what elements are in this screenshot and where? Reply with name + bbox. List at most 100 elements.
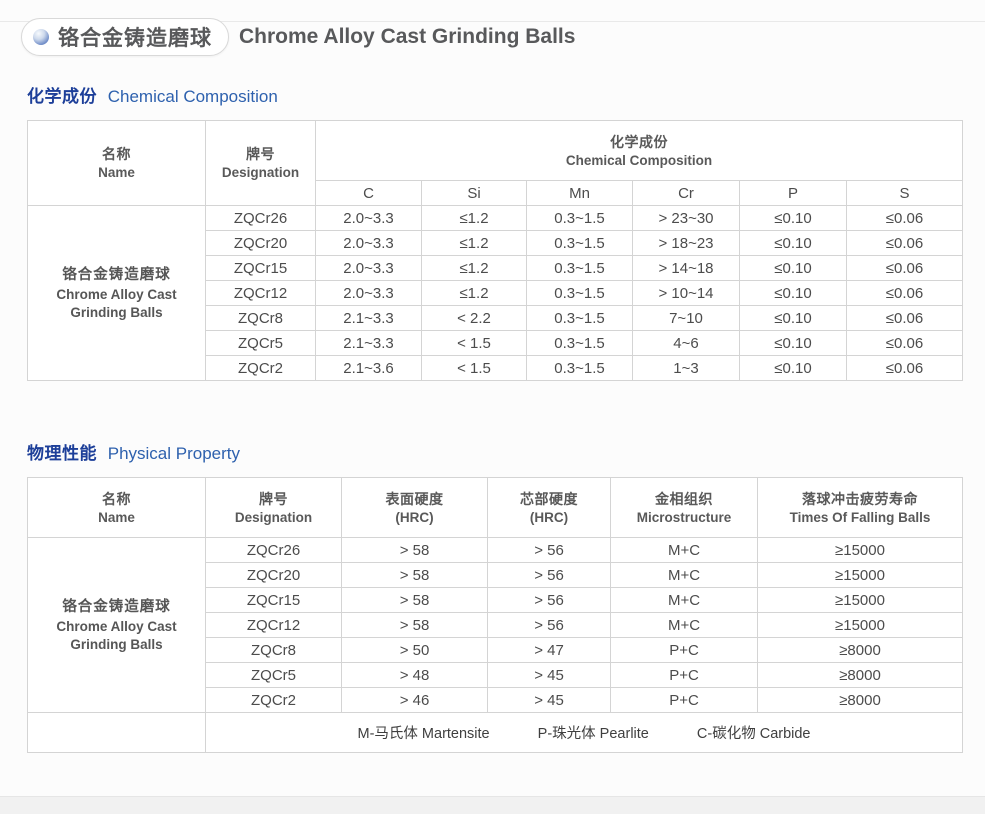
falling-balls-header: 落球冲击疲劳寿命 Times Of Falling Balls <box>757 477 963 538</box>
phys-designation-header-zh: 牌号 <box>259 490 288 507</box>
cell-s: ≤0.06 <box>845 355 964 381</box>
cell-mn: 0.3~1.5 <box>526 305 633 331</box>
cell-s: ≤0.06 <box>845 305 964 331</box>
cell-surface: > 46 <box>341 687 488 713</box>
cell-falling: ≥15000 <box>757 587 963 613</box>
cell-micro: P+C <box>610 662 758 688</box>
chem-designation-header: 牌号 Designation <box>205 120 316 206</box>
product-name-en1: Chrome Alloy Cast <box>56 286 177 302</box>
microstructure-header: 金相组织 Microstructure <box>610 477 758 538</box>
cell-mn: 0.3~1.5 <box>526 355 633 381</box>
cell-falling: ≥8000 <box>757 687 963 713</box>
table-row: ZQCr12 > 58 > 56 M+C ≥15000 <box>28 612 963 638</box>
legend-martensite: M-马氏体 Martensite <box>357 726 490 742</box>
phys-name-header: 名称 Name <box>27 477 206 538</box>
cell-designation: ZQCr15 <box>205 255 316 281</box>
page-content: 铬合金铸造磨球 Chrome Alloy Cast Grinding Balls… <box>0 17 985 753</box>
title-pill: 铬合金铸造磨球 <box>21 18 229 56</box>
surface-hardness-header: 表面硬度 (HRC) <box>341 477 488 538</box>
table-row: ZQCr2 2.1~3.6 < 1.5 0.3~1.5 1~3 ≤0.10 ≤0… <box>28 355 964 381</box>
cell-cr: 4~6 <box>632 330 740 356</box>
cell-core: > 47 <box>487 637 611 663</box>
cell-p: ≤0.10 <box>739 205 847 231</box>
cell-core: > 56 <box>487 562 611 588</box>
chemical-heading-english: Chemical Composition <box>107 87 278 106</box>
cell-falling: ≥15000 <box>757 537 963 563</box>
cell-mn: 0.3~1.5 <box>526 330 633 356</box>
core-hardness-header: 芯部硬度 (HRC) <box>487 477 611 538</box>
legend-pearlite: P-珠光体 Pearlite <box>537 726 649 742</box>
microstructure-header-zh: 金相组织 <box>655 490 713 507</box>
physical-property-table: 名称 Name 牌号 Designation 表面硬度 (HRC) 芯部硬度 (… <box>27 477 963 753</box>
chem-product-name-cell: 铬合金铸造磨球 Chrome Alloy Cast Grinding Balls <box>27 205 206 381</box>
product-name-en1: Chrome Alloy Cast <box>56 618 177 634</box>
table-row: ZQCr15 > 58 > 56 M+C ≥15000 <box>28 587 963 613</box>
chem-designation-header-en: Designation <box>221 165 300 180</box>
product-name-en2: Grinding Balls <box>70 304 163 320</box>
legend-empty-cell <box>27 712 206 753</box>
cell-si: ≤1.2 <box>421 205 527 231</box>
phys-header-row: 名称 Name 牌号 Designation 表面硬度 (HRC) 芯部硬度 (… <box>27 477 963 538</box>
column-header-c: C <box>315 180 422 206</box>
physical-heading-chinese: 物理性能 <box>27 444 97 463</box>
table-row: ZQCr20 > 58 > 56 M+C ≥15000 <box>28 562 963 588</box>
cell-p: ≤0.10 <box>739 230 847 256</box>
chem-element-header-row: C Si Mn Cr P S <box>28 180 964 206</box>
cell-cr: 7~10 <box>632 305 740 331</box>
cell-falling: ≥8000 <box>757 662 963 688</box>
cell-c: 2.1~3.6 <box>315 355 422 381</box>
physical-property-heading: 物理性能 Physical Property <box>27 442 962 466</box>
column-header-s: S <box>845 180 964 206</box>
chem-name-header-en: Name <box>98 165 135 180</box>
core-hardness-header-en: (HRC) <box>529 509 569 525</box>
microstructure-legend-row: M-马氏体 Martensite P-珠光体 Pearlite C-碳化物 Ca… <box>27 712 963 753</box>
table-row: ZQCr8 2.1~3.3 < 2.2 0.3~1.5 7~10 ≤0.10 ≤… <box>28 305 964 331</box>
cell-si: < 2.2 <box>421 305 527 331</box>
cell-s: ≤0.06 <box>845 230 964 256</box>
cell-falling: ≥15000 <box>757 562 963 588</box>
column-header-cr: Cr <box>632 180 740 206</box>
cell-designation: ZQCr5 <box>205 662 342 688</box>
cell-falling: ≥8000 <box>757 637 963 663</box>
grinding-ball-icon <box>33 29 49 45</box>
cell-designation: ZQCr26 <box>205 537 342 563</box>
table-row: 铬合金铸造磨球 Chrome Alloy Cast Grinding Balls… <box>27 537 963 713</box>
chem-group-header-zh: 化学成份 <box>610 133 669 150</box>
cell-core: > 56 <box>487 587 611 613</box>
cell-designation: ZQCr8 <box>205 637 342 663</box>
bottom-band <box>0 796 985 814</box>
cell-p: ≤0.10 <box>739 330 847 356</box>
cell-surface: > 50 <box>341 637 488 663</box>
cell-designation: ZQCr8 <box>205 305 316 331</box>
table-row: ZQCr5 > 48 > 45 P+C ≥8000 <box>28 662 963 688</box>
phys-designation-header-en: Designation <box>234 509 313 525</box>
cell-designation: ZQCr15 <box>205 587 342 613</box>
cell-designation: ZQCr12 <box>205 280 316 306</box>
cell-c: 2.0~3.3 <box>315 280 422 306</box>
cell-micro: M+C <box>610 562 758 588</box>
cell-s: ≤0.06 <box>845 330 964 356</box>
cell-cr: > 14~18 <box>632 255 740 281</box>
cell-si: ≤1.2 <box>421 255 527 281</box>
microstructure-header-en: Microstructure <box>636 509 732 525</box>
table-row: ZQCr8 > 50 > 47 P+C ≥8000 <box>28 637 963 663</box>
cell-designation: ZQCr5 <box>205 330 316 356</box>
cell-s: ≤0.06 <box>845 205 964 231</box>
cell-c: 2.0~3.3 <box>315 205 422 231</box>
product-name-zh: 铬合金铸造磨球 <box>62 598 171 615</box>
cell-designation: ZQCr26 <box>205 205 316 231</box>
cell-si: < 1.5 <box>421 355 527 381</box>
chemical-composition-table: 名称 Name 牌号 Designation 化学成份 Chemical Com… <box>27 120 964 381</box>
column-header-p: P <box>739 180 847 206</box>
cell-p: ≤0.10 <box>739 355 847 381</box>
cell-designation: ZQCr2 <box>205 355 316 381</box>
cell-cr: > 10~14 <box>632 280 740 306</box>
cell-micro: P+C <box>610 637 758 663</box>
page-title-english: Chrome Alloy Cast Grinding Balls <box>239 25 576 48</box>
chem-group-header: 化学成份 Chemical Composition <box>314 120 964 181</box>
core-hardness-header-zh: 芯部硬度 <box>520 490 578 507</box>
cell-core: > 45 <box>487 687 611 713</box>
cell-micro: M+C <box>610 612 758 638</box>
product-name-zh: 铬合金铸造磨球 <box>62 266 171 283</box>
cell-p: ≤0.10 <box>739 305 847 331</box>
